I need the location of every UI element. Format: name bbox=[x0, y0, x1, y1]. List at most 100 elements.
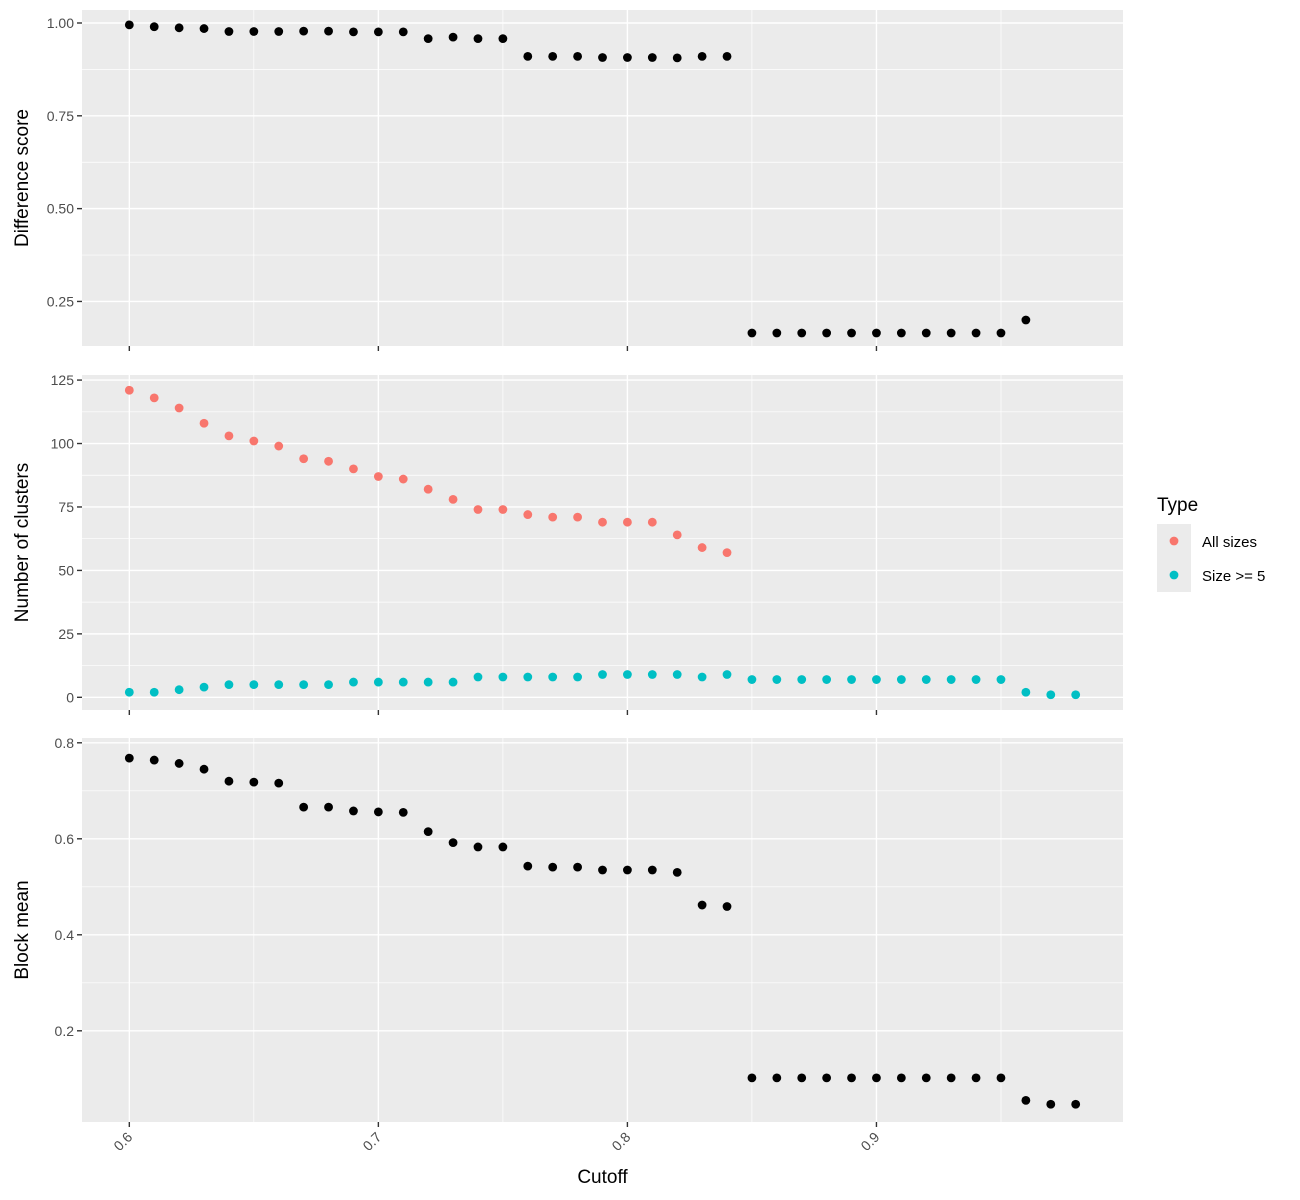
legend: Type All sizes Size >= 5 bbox=[1157, 495, 1265, 592]
data-point bbox=[896, 675, 906, 684]
data-point bbox=[697, 900, 707, 910]
data-point bbox=[623, 865, 632, 875]
data-point bbox=[249, 777, 259, 787]
data-point bbox=[996, 675, 1006, 684]
data-point bbox=[423, 827, 433, 836]
legend-label: Size >= 5 bbox=[1202, 568, 1265, 585]
data-point bbox=[598, 670, 607, 679]
data-point bbox=[398, 808, 408, 817]
y-axis-title: Number of clusters bbox=[12, 463, 33, 622]
data-point bbox=[274, 680, 284, 690]
data-point bbox=[872, 328, 881, 338]
data-point bbox=[921, 1073, 931, 1083]
data-point bbox=[448, 494, 458, 504]
data-point bbox=[772, 675, 782, 684]
data-point bbox=[921, 675, 931, 684]
data-point bbox=[722, 548, 732, 558]
data-point bbox=[896, 1073, 906, 1083]
data-point bbox=[598, 517, 607, 527]
y-tick-label: 100 bbox=[51, 436, 75, 452]
data-point bbox=[1021, 1096, 1031, 1105]
data-point bbox=[548, 672, 558, 682]
y-tick-label: 0.2 bbox=[55, 1023, 75, 1039]
data-point bbox=[423, 34, 433, 43]
data-point bbox=[623, 53, 632, 62]
data-point bbox=[473, 672, 483, 682]
data-point bbox=[797, 328, 807, 338]
y-tick-label: 1.00 bbox=[47, 15, 74, 31]
data-point bbox=[324, 680, 333, 690]
data-point bbox=[598, 53, 607, 62]
data-point bbox=[747, 675, 757, 684]
data-point bbox=[573, 52, 582, 61]
data-point bbox=[324, 456, 333, 466]
series-points bbox=[124, 753, 1081, 1109]
y-axis-title: Block mean bbox=[12, 880, 33, 979]
data-point bbox=[448, 838, 458, 848]
data-point bbox=[672, 530, 682, 540]
data-point bbox=[299, 802, 309, 812]
data-point bbox=[423, 677, 433, 687]
data-point bbox=[349, 806, 358, 816]
data-point bbox=[299, 454, 309, 464]
y-tick-label: 0.4 bbox=[55, 927, 75, 943]
data-point bbox=[199, 418, 209, 428]
data-point bbox=[623, 670, 632, 679]
legend-title: Type bbox=[1157, 495, 1198, 516]
panel-background bbox=[82, 738, 1123, 1122]
x-axis-title: Cutoff bbox=[577, 1167, 628, 1188]
data-point bbox=[647, 670, 657, 679]
data-point bbox=[149, 687, 159, 697]
data-point bbox=[623, 517, 632, 527]
panel-background bbox=[82, 375, 1123, 710]
y-tick-label: 0.50 bbox=[47, 201, 74, 217]
series-points bbox=[124, 20, 1031, 338]
data-point bbox=[373, 807, 383, 817]
data-point bbox=[1046, 1099, 1056, 1109]
data-point bbox=[124, 687, 134, 697]
legend-marker bbox=[1169, 570, 1179, 580]
data-point bbox=[149, 755, 159, 765]
data-point bbox=[523, 52, 533, 61]
data-point bbox=[224, 27, 234, 36]
panel-background bbox=[82, 10, 1123, 346]
y-tick-label: 125 bbox=[51, 372, 75, 388]
data-point bbox=[946, 1073, 956, 1083]
data-point bbox=[249, 680, 259, 690]
data-point bbox=[299, 26, 309, 36]
data-point bbox=[199, 24, 209, 33]
y-tick-label: 0.25 bbox=[47, 293, 74, 309]
data-point bbox=[199, 764, 209, 774]
y-tick-label: 75 bbox=[58, 499, 74, 515]
data-point bbox=[1021, 315, 1031, 325]
data-point bbox=[398, 27, 408, 37]
data-point bbox=[373, 27, 383, 37]
x-tick-label: 0.8 bbox=[608, 1129, 633, 1154]
data-point bbox=[199, 682, 209, 692]
data-point bbox=[772, 1073, 782, 1083]
data-point bbox=[797, 1073, 807, 1083]
data-point bbox=[124, 385, 134, 395]
data-point bbox=[548, 862, 558, 872]
data-point bbox=[747, 328, 757, 338]
data-point bbox=[473, 34, 483, 43]
data-point bbox=[1021, 687, 1031, 697]
data-point bbox=[722, 902, 732, 911]
y-tick-label: 0.6 bbox=[55, 831, 75, 847]
data-point bbox=[224, 680, 234, 690]
series-size-5 bbox=[124, 670, 1081, 700]
data-point bbox=[996, 328, 1006, 338]
data-point bbox=[448, 677, 458, 687]
data-point bbox=[398, 474, 408, 484]
data-point bbox=[249, 27, 259, 36]
data-point bbox=[946, 328, 956, 338]
data-point bbox=[373, 677, 383, 687]
data-point bbox=[822, 675, 832, 684]
data-point bbox=[996, 1073, 1006, 1083]
data-point bbox=[274, 441, 284, 451]
data-point bbox=[971, 675, 981, 684]
data-point bbox=[349, 464, 358, 474]
data-point bbox=[647, 517, 657, 527]
data-point bbox=[872, 1073, 881, 1083]
data-point bbox=[473, 505, 483, 514]
